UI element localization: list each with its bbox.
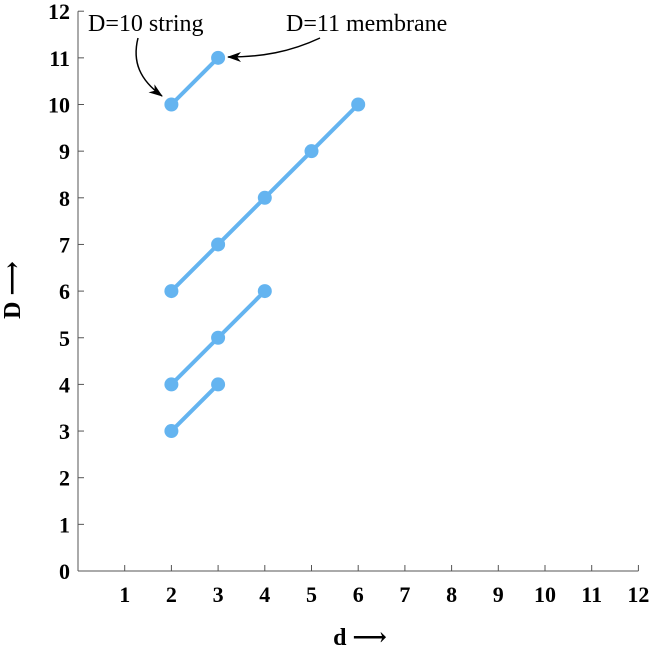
series-1-line bbox=[169, 382, 220, 433]
y-tick-label: 0 bbox=[59, 559, 70, 584]
y-tick-label: 5 bbox=[59, 326, 70, 351]
data-point bbox=[164, 97, 179, 112]
y-tick-label: 4 bbox=[59, 372, 70, 397]
x-tick-label: 8 bbox=[446, 582, 457, 607]
x-axis-title: d ⟶ bbox=[333, 625, 387, 651]
y-tick-label: 1 bbox=[59, 512, 70, 537]
data-point bbox=[211, 237, 226, 252]
series-2 bbox=[164, 284, 272, 392]
data-point bbox=[257, 190, 272, 205]
y-tick-label: 2 bbox=[59, 466, 70, 491]
series-1 bbox=[164, 377, 226, 439]
arrow-d10-string bbox=[135, 37, 163, 97]
x-tick-label: 5 bbox=[306, 582, 317, 607]
data-point bbox=[351, 97, 366, 112]
y-tick-label: 6 bbox=[59, 279, 70, 304]
y-tick-label: 11 bbox=[49, 46, 70, 71]
series-4-line bbox=[169, 56, 220, 106]
x-tick-label: 2 bbox=[166, 582, 177, 607]
plot-area bbox=[164, 50, 366, 439]
annotations: D=10 string D=11 membrane bbox=[88, 11, 447, 97]
annotation-d10-string: D=10 string bbox=[88, 11, 204, 37]
annotation-d11-membrane: D=11 membrane bbox=[286, 11, 447, 37]
data-point bbox=[211, 377, 226, 392]
x-tick-label: 6 bbox=[353, 582, 364, 607]
y-tick-label: 9 bbox=[59, 139, 70, 164]
y-tick-label: 8 bbox=[59, 186, 70, 211]
y-tick-label: 12 bbox=[48, 0, 70, 24]
x-tick-label: 3 bbox=[213, 582, 224, 607]
arrow-d11-membrane bbox=[227, 37, 321, 62]
y-tick-label: 7 bbox=[59, 232, 70, 257]
data-point bbox=[211, 50, 226, 65]
y-tick-label: 10 bbox=[48, 93, 70, 118]
data-point bbox=[164, 424, 179, 439]
x-tick-label: 7 bbox=[399, 582, 410, 607]
series-4 bbox=[164, 50, 226, 112]
data-point bbox=[257, 284, 272, 299]
data-point bbox=[211, 330, 226, 345]
y-axis-title: D ⟶ bbox=[0, 261, 26, 319]
data-point bbox=[164, 377, 179, 392]
data-point bbox=[304, 144, 319, 159]
x-tick-label: 4 bbox=[259, 582, 270, 607]
x-tick-label: 12 bbox=[627, 582, 649, 607]
data-point bbox=[164, 284, 179, 299]
x-tick-label: 1 bbox=[119, 582, 130, 607]
x-tick-label: 11 bbox=[581, 582, 602, 607]
series-3 bbox=[164, 97, 366, 299]
y-tick-label: 3 bbox=[59, 419, 70, 444]
x-tick-label: 9 bbox=[493, 582, 504, 607]
x-tick-label: 10 bbox=[534, 582, 556, 607]
